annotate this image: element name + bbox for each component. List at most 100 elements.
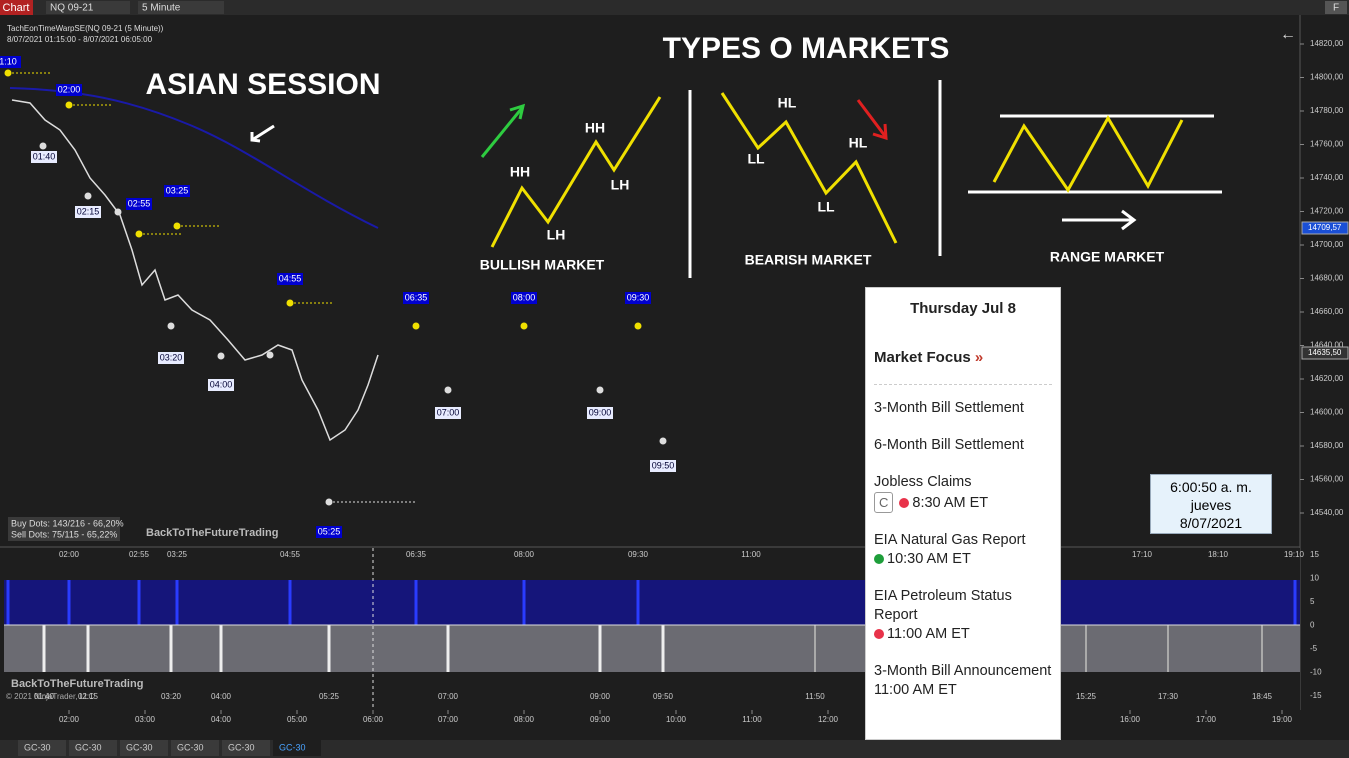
instrument-select[interactable] [46,1,130,14]
time-label: 04:00 [210,379,233,389]
bullish-arrowhead [509,103,526,120]
white-tick [86,625,90,672]
tab[interactable] [222,740,270,756]
tab-label[interactable]: GC-30 [75,742,102,752]
white-dot [114,208,122,216]
time-label: 17:30 [1158,692,1179,701]
price-label: 14760,00 [1310,140,1344,149]
session-arrow [251,124,275,142]
event-name: 3-Month Bill Announcement [874,663,1052,679]
price-marker [1301,346,1349,360]
window-button[interactable] [1325,1,1347,14]
price-label: 14800,00 [1310,73,1344,82]
clock-date: 8/07/2021 [1179,515,1243,531]
tab[interactable] [171,740,219,756]
event-name: EIA Petroleum Status Report [874,588,1012,623]
white-dot [659,437,667,445]
tab-bar [0,740,1349,758]
time-box [435,407,461,419]
time-axis-label: 17:00 [1196,715,1217,724]
blue-tick [1293,580,1297,625]
event-name: EIA Natural Gas Report [874,532,1026,548]
calendar-date: Thursday Jul 8 [910,300,1016,317]
time-box [31,151,57,163]
clock-time: 6:00:50 a. m. [1170,479,1252,495]
yellow-dot [173,222,181,230]
time-box [625,292,651,304]
time-label: 02:15 [77,206,100,216]
time-box [126,198,152,210]
time-label: 18:10 [1208,550,1229,559]
bullish-arrow [480,107,524,158]
tab-label[interactable]: GC-30 [279,742,306,752]
tab-label[interactable]: GC-30 [177,742,204,752]
tab-label[interactable]: GC-30 [126,742,153,752]
bearish-zigzag [720,92,898,244]
osc-label: -5 [1310,644,1318,653]
time-label: 08:00 [514,550,535,559]
toolbar [0,0,1349,15]
time-box [277,273,303,285]
tab[interactable] [69,740,117,756]
price-marker-label: 14635,50 [1308,348,1342,357]
grey-tick [814,625,816,672]
blue-band [4,580,1300,625]
focus-label[interactable]: Market Focus [874,349,971,366]
price-label: 14740,00 [1310,173,1344,182]
time-axis-label: 07:00 [438,715,459,724]
stats: Sell Dots: 75/115 - 65,22% [11,529,117,539]
focus-arrow[interactable]: » [974,349,984,366]
interval-select[interactable] [138,1,224,14]
window-label[interactable]: F [1333,3,1339,14]
tab-label[interactable]: GC-30 [24,742,51,752]
time-axis-label: 10:00 [666,715,687,724]
time-label: 05:25 [318,526,341,536]
price-label: 14780,00 [1310,106,1344,115]
time-label: 07:00 [438,692,459,701]
time-axis-label: 04:00 [211,715,232,724]
price-label: 14700,00 [1310,240,1344,249]
time-label: 15:25 [1076,692,1097,701]
instrument[interactable]: NQ 09-21 [50,3,94,14]
price-label: 14640,00 [1310,341,1344,350]
time-label: 02:55 [129,550,150,559]
event-badge: C [874,492,894,513]
session-title: ASIAN SESSION [145,68,380,101]
osc-label: -15 [1310,691,1322,700]
osc-label: 10 [1310,574,1319,583]
time-box [511,292,537,304]
time-label: 09:30 [628,550,649,559]
time-axis-label: 09:00 [590,715,611,724]
yellow-dot [412,322,420,330]
white-dot [266,351,274,359]
white-tick [327,625,331,672]
market-focus[interactable]: Market Focus » [874,349,1060,366]
time-label: 1:10 [0,56,17,66]
tab-label[interactable]: Chart [3,2,30,14]
time-box [75,206,101,218]
interval[interactable]: 5 Minute [142,3,181,14]
white-dot [325,498,333,506]
white-dot [167,322,175,330]
tab[interactable] [18,740,66,756]
tab[interactable] [120,740,168,756]
time-box [208,379,234,391]
stats: Buy Dots: 143/216 - 66,20% [11,518,124,528]
copyright: © 2021 NinjaTrader, LLC [6,692,95,701]
back-arrow[interactable]: ← [1280,26,1296,43]
tab-label[interactable]: GC-30 [228,742,255,752]
time-label: 04:00 [211,692,232,701]
impact-dot [874,629,884,640]
chart-tab[interactable] [0,0,33,15]
event: 3-Month Bill Settlement [874,399,1052,418]
white-tick [446,625,450,672]
tab[interactable] [273,740,321,756]
price-label: 14680,00 [1310,274,1344,283]
time-box [0,56,21,68]
swing-label: LH [547,227,566,243]
time-label: 01:40 [34,692,55,701]
event-time: 11:00 AM ET [887,626,970,642]
time-label: 19:10 [1284,550,1305,559]
time-axis-label: 02:00 [59,715,80,724]
grey-tick [1261,625,1263,672]
